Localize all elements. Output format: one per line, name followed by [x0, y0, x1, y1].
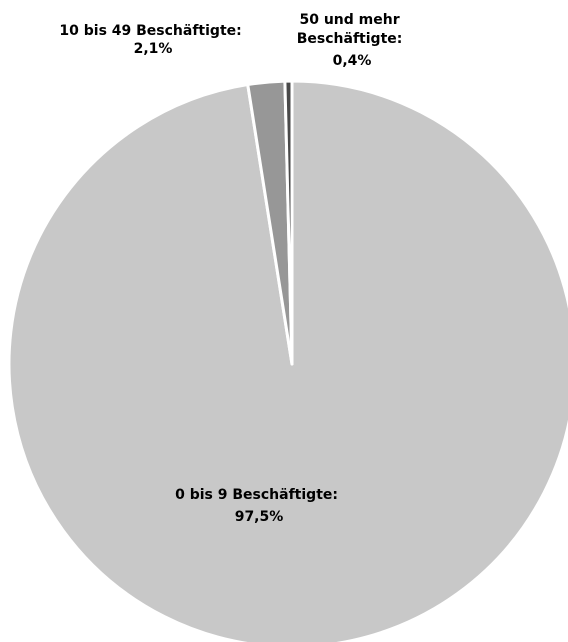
slice-category-50-plus-line2: Beschäftigte:	[297, 31, 403, 47]
slice-category-0-9: 0 bis 9 Beschäftigte:	[175, 487, 338, 503]
slice-label-0-9: 0 bis 9 Beschäftigte: 97,5%	[175, 487, 343, 525]
slice-category-10-49: 10 bis 49 Beschäftigte:	[59, 23, 241, 39]
pie-slice-0-9	[7, 79, 568, 642]
slice-value-50-plus: 0,4%	[333, 53, 372, 69]
slice-value-10-49: 2,1%	[134, 41, 173, 57]
slice-labels: 0 bis 9 Beschäftigte: 97,5% 10 bis 49 Be…	[59, 12, 407, 525]
slice-label-50-plus: 50 und mehr Beschäftigte: 0,4%	[297, 12, 407, 69]
slice-value-0-9: 97,5%	[235, 509, 284, 525]
pie-slices	[7, 79, 568, 642]
slice-category-50-plus-line1: 50 und mehr	[299, 12, 399, 28]
slice-label-10-49: 10 bis 49 Beschäftigte: 2,1%	[59, 23, 246, 57]
pie-slice-50-plus	[283, 79, 294, 366]
